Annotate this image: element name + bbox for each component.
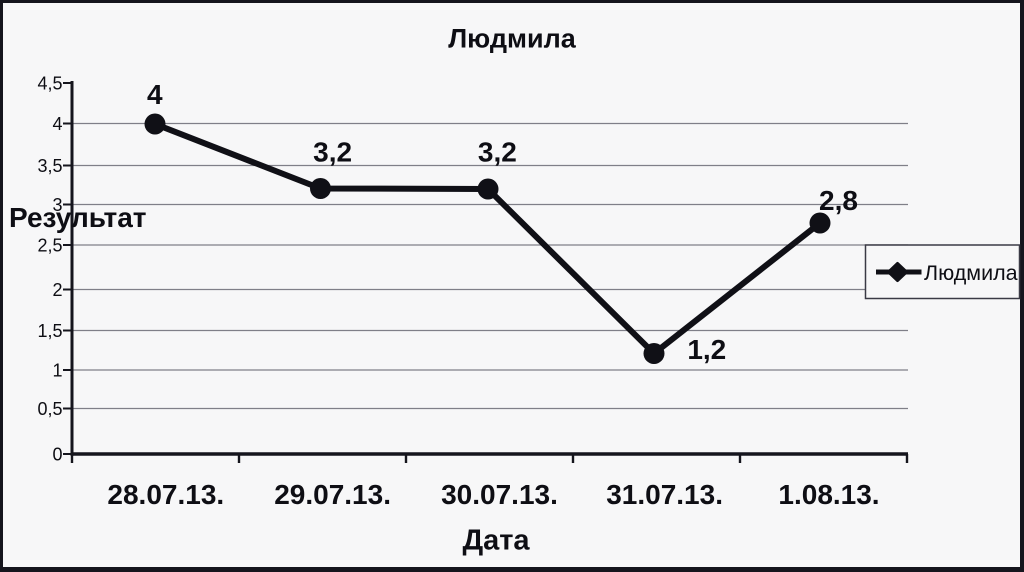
svg-text:1,5: 1,5 bbox=[37, 321, 62, 341]
svg-text:2: 2 bbox=[52, 280, 62, 300]
svg-text:4: 4 bbox=[52, 114, 62, 134]
svg-text:Дата: Дата bbox=[462, 525, 530, 557]
svg-text:Людмила: Людмила bbox=[448, 24, 577, 54]
svg-text:0,5: 0,5 bbox=[37, 399, 62, 419]
svg-text:4,5: 4,5 bbox=[37, 74, 62, 94]
svg-text:3: 3 bbox=[52, 195, 62, 215]
svg-text:Людмила: Людмила bbox=[924, 261, 1018, 285]
svg-text:2,8: 2,8 bbox=[819, 185, 858, 216]
svg-text:3,2: 3,2 bbox=[313, 136, 352, 167]
svg-text:1: 1 bbox=[52, 361, 62, 381]
svg-text:Результат: Результат bbox=[9, 202, 147, 233]
svg-text:28.07.13.: 28.07.13. bbox=[107, 479, 224, 510]
svg-text:4: 4 bbox=[147, 79, 163, 110]
svg-text:30.07.13.: 30.07.13. bbox=[441, 479, 558, 510]
svg-text:3,2: 3,2 bbox=[478, 136, 517, 167]
svg-text:31.07.13.: 31.07.13. bbox=[606, 479, 723, 510]
svg-text:0: 0 bbox=[52, 445, 62, 465]
svg-text:1.08.13.: 1.08.13. bbox=[778, 479, 879, 510]
svg-text:2,5: 2,5 bbox=[37, 236, 62, 256]
svg-text:29.07.13.: 29.07.13. bbox=[274, 479, 391, 510]
svg-text:3,5: 3,5 bbox=[37, 156, 62, 176]
svg-text:1,2: 1,2 bbox=[687, 334, 726, 365]
